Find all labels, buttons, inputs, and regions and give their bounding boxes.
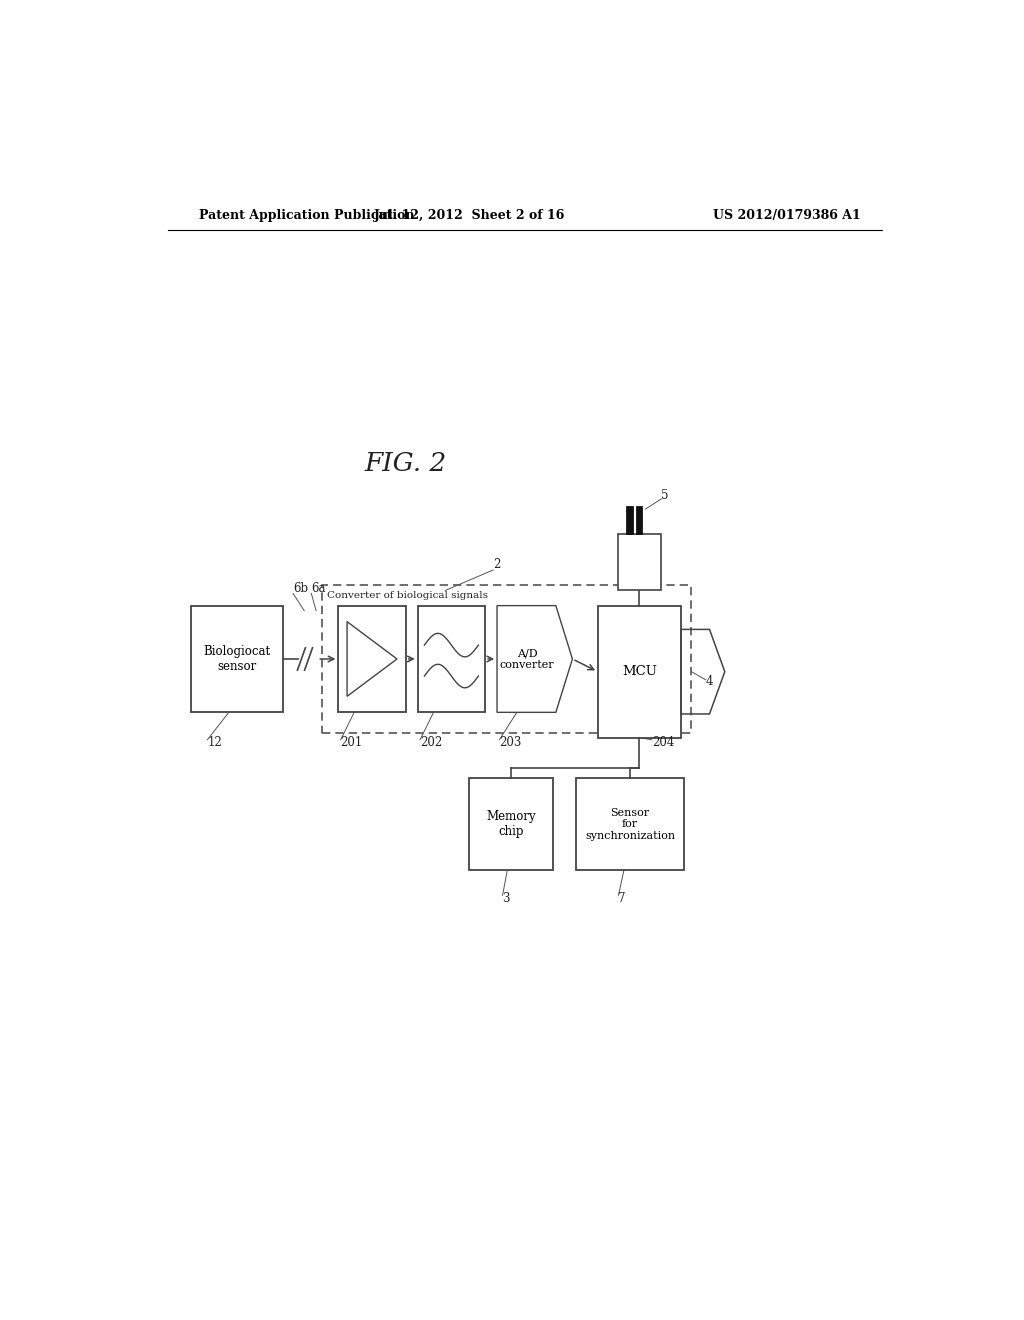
Text: Memory
chip: Memory chip xyxy=(486,810,536,838)
Polygon shape xyxy=(497,606,572,713)
Bar xyxy=(323,585,691,733)
Text: MCU: MCU xyxy=(622,665,657,678)
Text: 202: 202 xyxy=(420,737,442,750)
Bar xyxy=(598,606,681,738)
Text: 4: 4 xyxy=(706,676,714,688)
Bar xyxy=(469,779,553,870)
Text: 6b: 6b xyxy=(293,582,308,595)
Text: 6a: 6a xyxy=(311,582,326,595)
Text: 5: 5 xyxy=(662,490,669,503)
Text: 204: 204 xyxy=(652,737,674,750)
Bar xyxy=(191,606,283,713)
Text: Biologiocat
sensor: Biologiocat sensor xyxy=(204,645,270,673)
Text: US 2012/0179386 A1: US 2012/0179386 A1 xyxy=(713,209,860,222)
Bar xyxy=(627,506,633,535)
Text: Sensor
for
synchronization: Sensor for synchronization xyxy=(585,808,675,841)
Bar xyxy=(418,606,485,713)
Text: 3: 3 xyxy=(503,892,510,904)
Bar xyxy=(636,506,642,535)
Text: Converter of biological signals: Converter of biological signals xyxy=(328,591,488,601)
Text: 201: 201 xyxy=(341,737,362,750)
Bar xyxy=(338,606,406,713)
Text: 203: 203 xyxy=(500,737,522,750)
Text: Jul. 12, 2012  Sheet 2 of 16: Jul. 12, 2012 Sheet 2 of 16 xyxy=(374,209,565,222)
Text: A/D
converter: A/D converter xyxy=(500,648,554,669)
Text: 7: 7 xyxy=(618,892,626,904)
Text: FIG. 2: FIG. 2 xyxy=(365,451,446,475)
Text: 2: 2 xyxy=(494,558,501,572)
Text: Patent Application Publication: Patent Application Publication xyxy=(200,209,415,222)
Bar xyxy=(617,535,662,590)
Bar xyxy=(577,779,684,870)
Text: 12: 12 xyxy=(207,737,222,750)
